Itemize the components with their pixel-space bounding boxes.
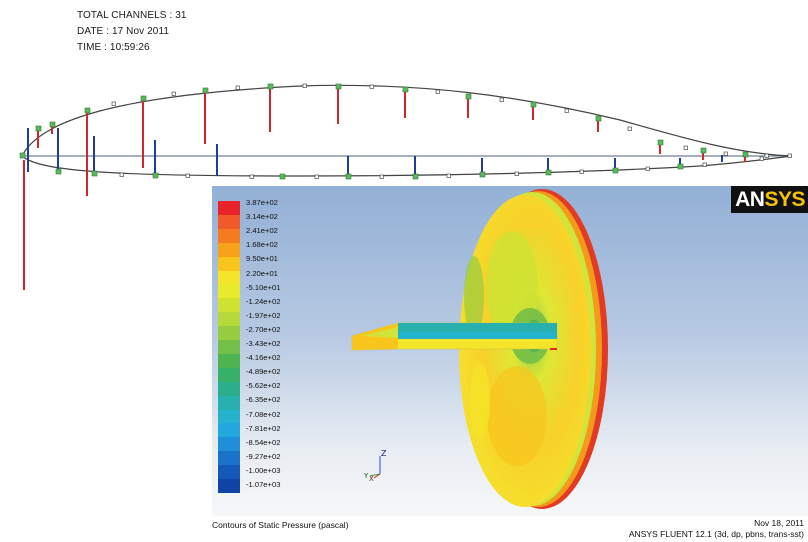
legend-label: 1.68e+02 (246, 240, 278, 250)
time-label: TIME : 10:59:26 (77, 42, 150, 53)
legend-swatch (218, 228, 240, 244)
tap-marker (595, 115, 602, 122)
tap-marker (267, 83, 274, 90)
legend-swatch (218, 214, 240, 230)
tap-marker (545, 169, 552, 176)
legend-swatch (218, 270, 240, 285)
legend-label: 2.20e+01 (246, 268, 278, 278)
legend-label: -7.08e+02 (246, 409, 281, 419)
legend-swatch (218, 437, 240, 452)
legend-label: -2.70e+02 (246, 324, 281, 334)
tap-marker (412, 173, 419, 180)
axis-triad: Z Y X (363, 449, 387, 483)
tap-marker (55, 168, 62, 175)
legend-swatch (218, 298, 240, 313)
legend-swatch (218, 409, 240, 424)
legend-swatch (218, 326, 240, 341)
tap-marker (335, 83, 342, 90)
airfoil-pressure-plot (19, 83, 793, 290)
legend-label: -4.16e+02 (246, 353, 281, 363)
tap-marker (700, 147, 707, 154)
rod-mid-band (398, 332, 557, 339)
legend-label: 3.87e+02 (246, 198, 278, 207)
total-channels-label: TOTAL CHANNELS : 31 (77, 10, 187, 21)
axis-y-label: Y (363, 472, 369, 480)
tap-marker (91, 170, 98, 177)
legend-label: 3.14e+02 (246, 212, 278, 222)
tap-marker (84, 107, 91, 114)
legend-swatch (218, 479, 240, 494)
tap-marker (140, 95, 147, 102)
legend-label: -7.81e+02 (246, 423, 281, 433)
tap-markers (19, 83, 749, 180)
tap-marker (345, 173, 352, 180)
legend-label: -1.07e+03 (246, 480, 281, 489)
rod-top-band (398, 323, 557, 332)
contour-patch (487, 366, 547, 466)
legend-swatch (218, 395, 240, 411)
legend-label: -1.24e+02 (246, 296, 281, 306)
rod-tip-shade (362, 327, 398, 338)
legend-label: 9.50e+01 (246, 254, 278, 264)
tap-marker (402, 86, 409, 93)
legend-label: -5.10e+01 (246, 282, 281, 292)
legend-swatch (218, 353, 240, 369)
grid-points (111, 83, 792, 179)
legend-label: -3.43e+02 (246, 339, 281, 348)
legend-label: -5.62e+02 (246, 381, 281, 391)
contour-caption: Contours of Static Pressure (pascal) (212, 520, 349, 530)
tap-marker (530, 101, 537, 108)
tap-marker (465, 93, 472, 100)
tap-marker (677, 163, 684, 170)
lower-surface-outline (21, 155, 793, 177)
legend-swatch (218, 312, 240, 327)
legend-swatch (218, 242, 240, 258)
tap-marker (612, 167, 619, 174)
pressure-legend-labels: 3.87e+02 3.14e+02 2.41e+02 1.68e+02 9.50e+01… (246, 198, 326, 498)
legend-label: -6.35e+02 (246, 395, 281, 405)
legend-swatch (218, 465, 240, 480)
tap-marker (742, 151, 749, 158)
legend-label: 2.41e+02 (246, 226, 278, 236)
legend-swatch (218, 367, 240, 383)
legend-swatch (218, 423, 240, 438)
fluent-contour-view: 3.87e+02 3.14e+02 2.41e+02 1.68e+02 9.50e+01… (212, 186, 808, 516)
tap-marker (479, 171, 486, 178)
legend-swatch (218, 256, 240, 271)
tap-marker (152, 172, 159, 179)
date-label: DATE : 17 Nov 2011 (77, 26, 170, 37)
legend-swatch (218, 201, 240, 216)
upper-surface-outline (21, 84, 793, 157)
axis-x-label: X (369, 475, 374, 483)
legend-label: -4.89e+02 (246, 367, 281, 377)
wing-contour-render (351, 189, 608, 509)
legend-label: -9.27e+02 (246, 451, 281, 461)
tap-marker (19, 152, 26, 159)
tap-marker (49, 121, 56, 128)
legend-swatch (218, 451, 240, 466)
legend-swatch (218, 381, 240, 397)
legend-label: -1.97e+02 (246, 310, 281, 320)
contour-patch (464, 256, 484, 336)
tap-marker (35, 125, 42, 132)
legend-swatch (218, 340, 240, 355)
pressure-color-legend (218, 201, 240, 494)
tap-marker (279, 173, 286, 180)
solver-info: ANSYS FLUENT 12.1 (3d, dp, pbns, trans-s… (628, 529, 804, 539)
tap-marker (657, 139, 664, 146)
contour-patch (470, 363, 490, 439)
render-date: Nov 18, 2011 (754, 518, 804, 528)
legend-swatch (218, 284, 240, 299)
ansys-logo: ANSYS (731, 186, 808, 213)
axis-z-label: Z (381, 449, 387, 458)
tap-marker (202, 87, 209, 94)
legend-label: -8.54e+02 (246, 437, 281, 447)
legend-label: -1.00e+03 (246, 465, 281, 475)
